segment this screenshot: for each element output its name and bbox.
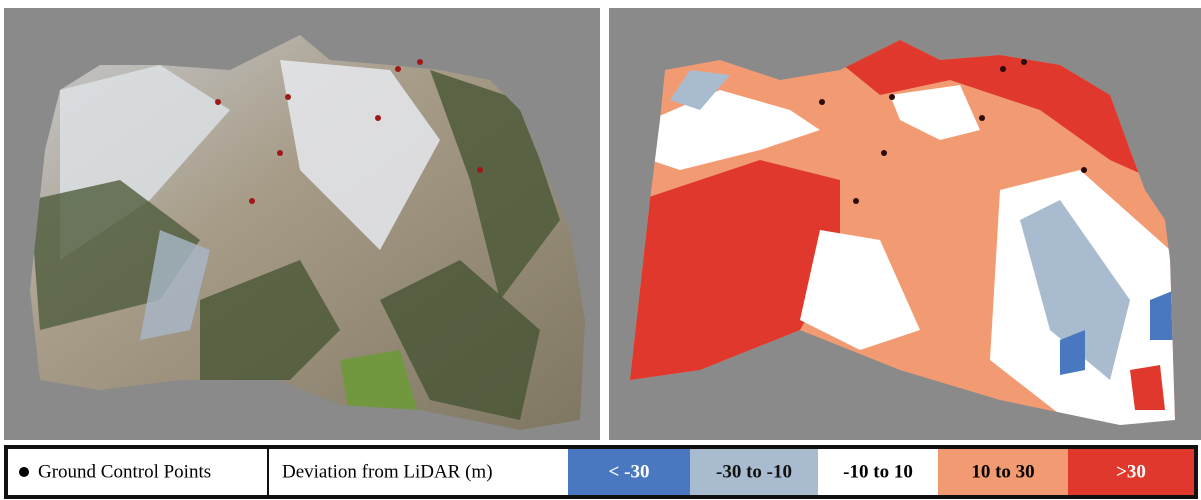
legend-class-label: -30 to -10	[716, 461, 792, 482]
legend: Ground Control Points Deviation from LiD…	[6, 447, 1196, 497]
figure: Ground Control Points Deviation from LiD…	[0, 0, 1201, 500]
legend-class-label: < -30	[609, 461, 650, 482]
deviation-title: Deviation from LiDAR (m)	[282, 461, 493, 482]
legend-class-label: 10 to 30	[971, 461, 1034, 482]
gcp-bullet	[19, 467, 29, 477]
legend-class-label: >30	[1116, 461, 1146, 482]
page: Ground Control Points Deviation from LiD…	[0, 0, 1201, 500]
legend-class-label: -10 to 10	[843, 461, 913, 482]
gcp-label: Ground Control Points	[38, 461, 211, 482]
